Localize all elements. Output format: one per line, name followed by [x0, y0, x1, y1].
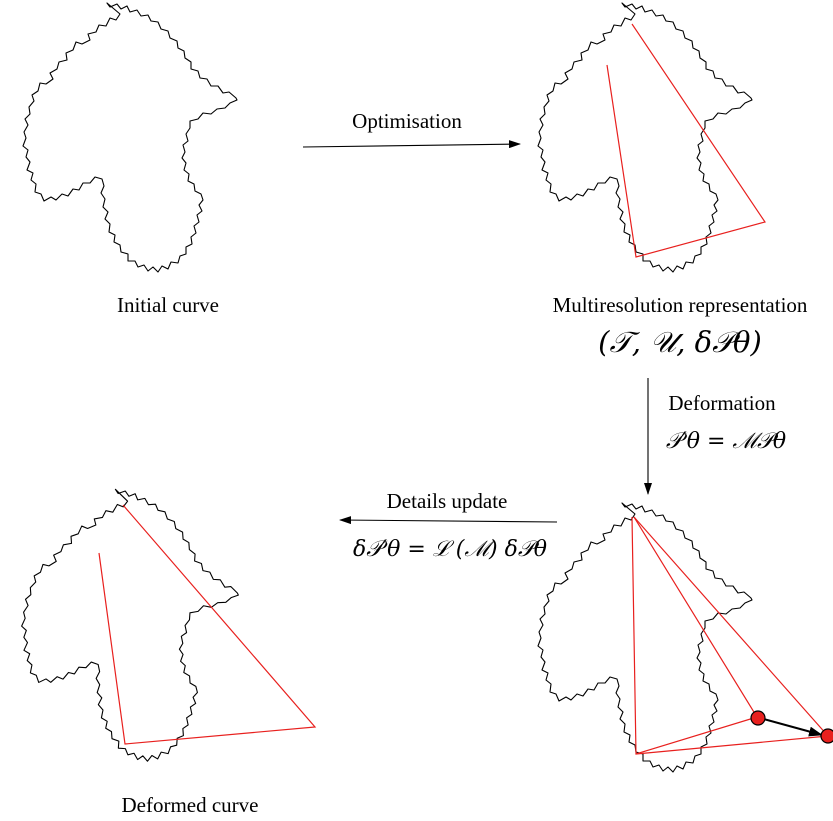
- deformed-polygon: [98, 504, 317, 745]
- deforming-curve: [537, 502, 753, 773]
- control-point-original: [750, 710, 766, 726]
- multires-polygon: [606, 23, 766, 258]
- details-update-arrow: [339, 516, 558, 525]
- optimisation-arrow: [302, 140, 521, 149]
- deforming-polygons: [631, 516, 830, 755]
- deformation-label: Deformation: [668, 391, 776, 415]
- deformation-equation: 𝒫′θ = ℳ𝒫θ: [666, 429, 786, 454]
- deformed-curve: [12, 482, 246, 768]
- optimisation-label: Optimisation: [352, 109, 462, 133]
- details-update-label: Details update: [387, 489, 508, 513]
- control-point-moved: [820, 728, 833, 744]
- initial-curve: [22, 2, 238, 273]
- multires-tuple: (𝒯, 𝒰, δ𝒫θ): [598, 325, 762, 359]
- initial-curve-label: Initial curve: [117, 293, 219, 317]
- control-point-move: [759, 717, 823, 737]
- deformed-curve-label: Deformed curve: [121, 793, 258, 817]
- multires-label: Multiresolution representation: [553, 293, 808, 317]
- details-update-equation: δ𝒫′θ = ℒ (ℳ) δ𝒫θ: [353, 537, 547, 562]
